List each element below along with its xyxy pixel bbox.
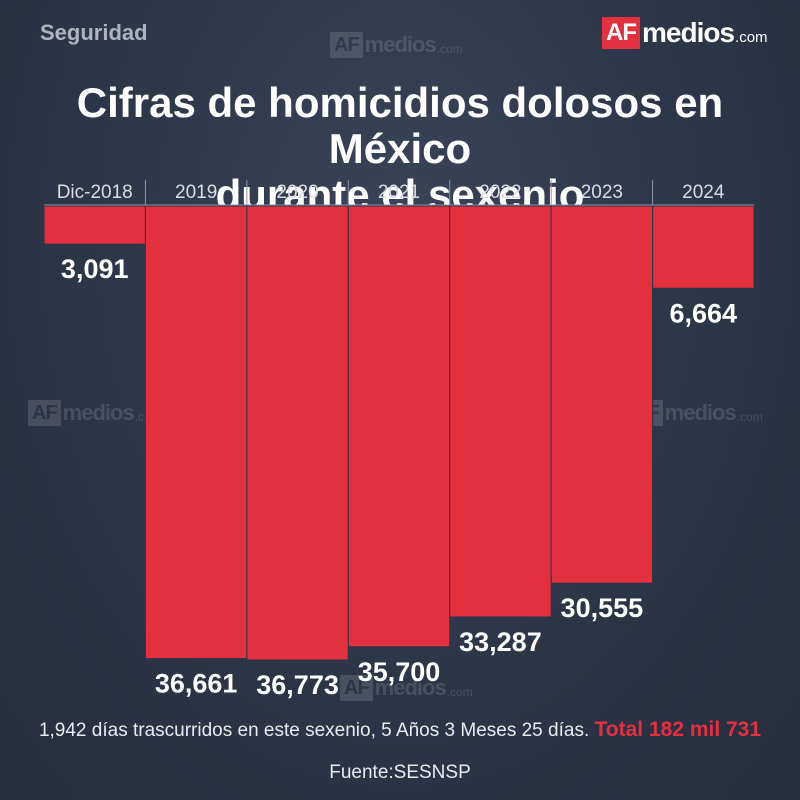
bar-2019 [144,205,248,660]
watermark-text: medios [62,400,135,425]
watermark-box: AF [340,675,373,701]
bar-2022 [449,205,552,618]
category-label: 2024 [682,182,725,203]
footer-summary: 1,942 días trascurridos en este sexenio,… [0,718,800,742]
watermark-suffix: .com [436,42,463,56]
watermark-text: medios [664,400,737,425]
value-label: 36,773 [256,670,339,700]
bar-2021 [347,205,451,648]
logo-box: AF [602,17,640,49]
value-label: 33,287 [459,627,542,657]
category-dividers [44,180,754,206]
watermark-text: medios [364,32,437,57]
title-line-1: Cifras de homicidios dolosos en México [76,79,724,172]
category-label: Dic-2018 [57,182,133,203]
section-label: Seguridad [40,20,148,45]
value-labels: 3,091 36,661 36,773 35,700 33,287 30,555 6,664 [61,254,737,700]
logo-suffix: .com [735,28,768,46]
bar-2020 [246,205,349,661]
watermark-suffix: .com [446,685,473,699]
logo-text: medios [642,17,735,48]
category-label: 2021 [378,182,420,203]
value-label: 30,555 [561,593,644,623]
brand-logo: AF medios .com [602,16,768,50]
total-figure: Total 182 mil 731 [594,718,762,741]
value-label: 36,661 [155,669,238,699]
source-note: Fuente:SESNSP [329,762,471,783]
bar-2024 [652,205,755,289]
days-summary: 1,942 días trascurridos en este sexenio,… [38,720,590,741]
watermark-box: AF [28,400,61,426]
bar-2023 [550,205,654,584]
value-label: 6,664 [669,298,737,328]
category-label: 2020 [276,182,318,203]
watermark-suffix: .com [736,410,763,424]
value-label: 35,700 [358,657,441,687]
watermark-box: AF [330,32,363,58]
category-label: 2019 [175,182,217,203]
bars-group [43,205,755,661]
watermark-text: medios [374,675,447,700]
bar-dic-2018 [43,205,146,245]
category-labels: Dic-2018 2019 2020 2021 2022 2023 2024 [57,182,725,203]
category-label: 2023 [581,182,623,203]
category-label: 2022 [479,182,521,203]
value-label: 3,091 [61,254,129,284]
